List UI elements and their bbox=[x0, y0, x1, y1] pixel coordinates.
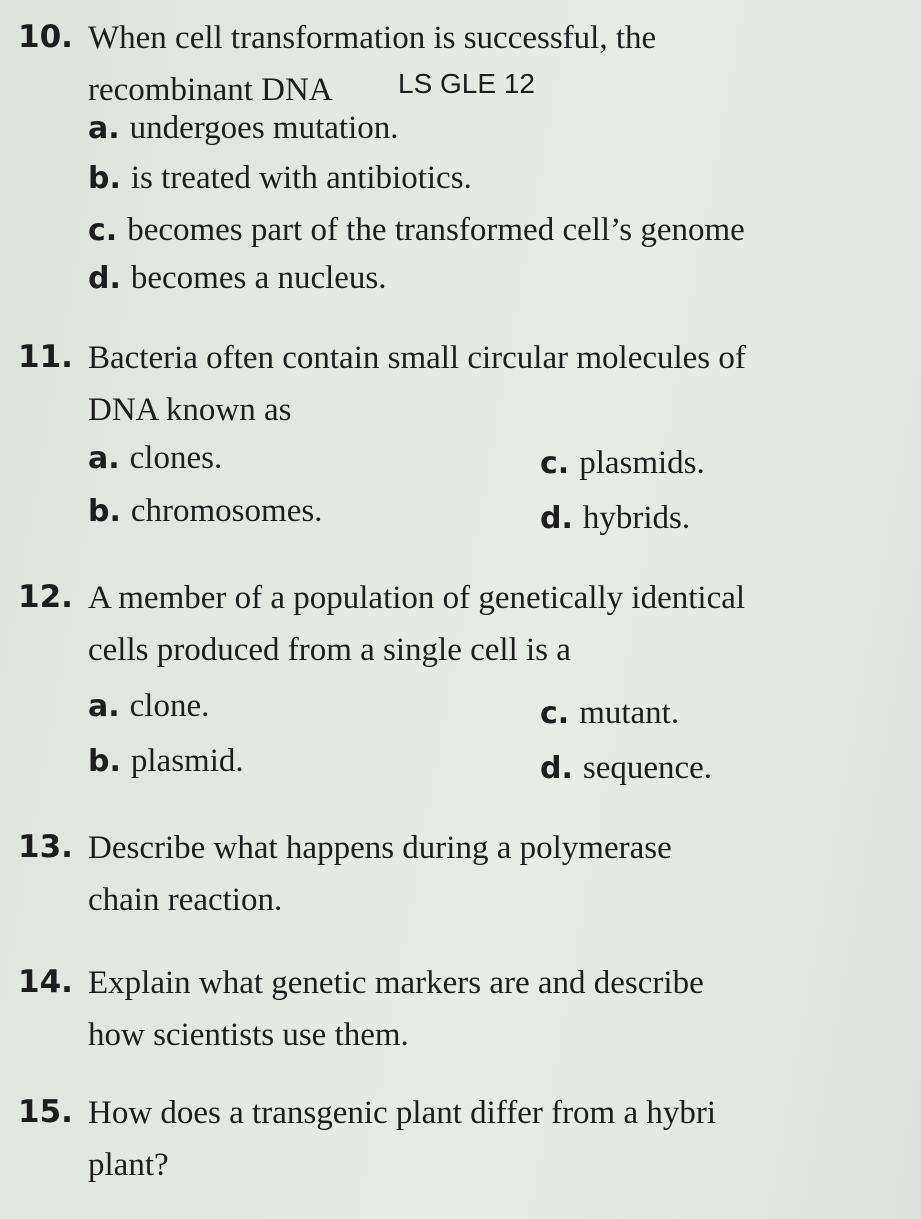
answer-option: c. plasmids. bbox=[540, 447, 705, 480]
option-text: hybrids. bbox=[582, 500, 691, 536]
option-text: plasmid. bbox=[130, 743, 244, 779]
option-letter: a. bbox=[88, 441, 120, 476]
option-letter: b. bbox=[88, 494, 121, 529]
question-number: 15. bbox=[18, 1094, 73, 1130]
question-number: 13. bbox=[18, 829, 73, 865]
question-text: how scientists use them. bbox=[88, 1017, 409, 1053]
option-text: sequence. bbox=[582, 750, 713, 786]
answer-option: b. chromosomes. bbox=[88, 495, 322, 528]
option-letter: b. bbox=[88, 161, 121, 196]
option-letter: a. bbox=[88, 689, 120, 724]
question-text: plant? bbox=[88, 1147, 169, 1183]
option-text: becomes part of the transformed cell’s g… bbox=[127, 212, 745, 248]
answer-option: b. is treated with antibiotics. bbox=[88, 162, 472, 195]
answer-option: a. clone. bbox=[88, 690, 209, 723]
option-text: undergoes mutation. bbox=[129, 110, 399, 146]
answer-option: c. mutant. bbox=[540, 697, 679, 730]
question-text: DNA known as bbox=[88, 392, 292, 428]
answer-option: d. hybrids. bbox=[540, 502, 690, 535]
note: LS GLE 12 bbox=[398, 68, 535, 99]
question-text: When cell transformation is successful, … bbox=[88, 20, 657, 56]
question-number: 12. bbox=[18, 579, 73, 615]
option-letter: a. bbox=[88, 111, 120, 146]
answer-option: c. becomes part of the transformed cell’s… bbox=[88, 214, 745, 247]
question-number: 11. bbox=[18, 339, 73, 375]
answer-option: d. becomes a nucleus. bbox=[88, 262, 387, 295]
question-text: Bacteria often contain small circular mo… bbox=[88, 340, 746, 376]
option-text: plasmids. bbox=[579, 445, 705, 481]
option-letter: b. bbox=[88, 744, 121, 779]
option-text: clones. bbox=[129, 440, 223, 476]
question-number: 14. bbox=[18, 964, 73, 1000]
option-letter: d. bbox=[88, 261, 121, 296]
option-letter: c. bbox=[88, 213, 118, 248]
question-text: chain reaction. bbox=[88, 882, 283, 918]
answer-option: a. undergoes mutation. bbox=[88, 112, 399, 145]
option-letter: c. bbox=[540, 446, 570, 481]
answer-option: a. clones. bbox=[88, 442, 222, 475]
question-text: Describe what happens during a polymeras… bbox=[88, 830, 672, 866]
question-number: 10. bbox=[18, 19, 73, 55]
question-text: How does a transgenic plant differ from … bbox=[88, 1095, 717, 1131]
question-text: A member of a population of genetically … bbox=[88, 580, 746, 616]
option-text: clone. bbox=[129, 688, 210, 724]
option-text: chromosomes. bbox=[130, 493, 323, 529]
question-text: cells produced from a single cell is a bbox=[88, 632, 571, 668]
answer-option: d. sequence. bbox=[540, 752, 712, 785]
question-text: Explain what genetic markers are and des… bbox=[88, 965, 704, 1001]
option-letter: d. bbox=[540, 751, 573, 786]
answer-option: b. plasmid. bbox=[88, 745, 244, 778]
option-text: is treated with antibiotics. bbox=[130, 160, 472, 196]
option-text: mutant. bbox=[579, 695, 680, 731]
option-text: becomes a nucleus. bbox=[130, 260, 387, 296]
option-letter: d. bbox=[540, 501, 573, 536]
option-letter: c. bbox=[540, 696, 570, 731]
question-text: recombinant DNA bbox=[88, 72, 333, 108]
